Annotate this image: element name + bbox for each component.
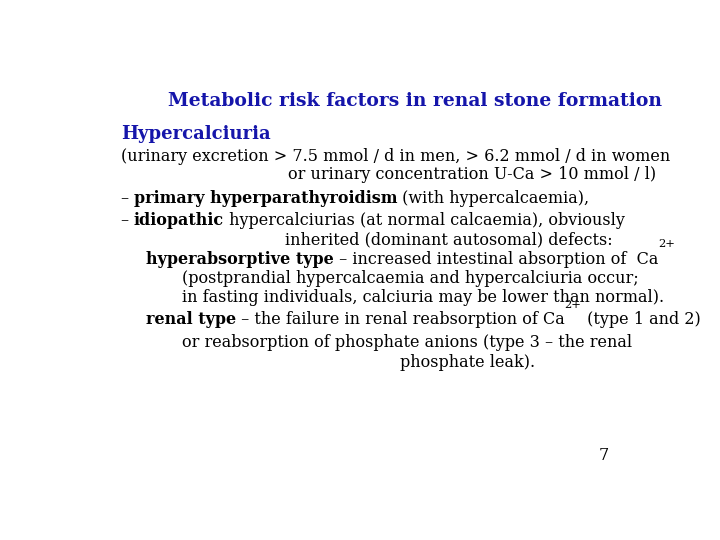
Text: 7: 7 [599,447,609,464]
Text: – increased intestinal absorption of  Ca: – increased intestinal absorption of Ca [333,251,658,268]
Text: renal type: renal type [145,312,236,328]
Text: –: – [121,190,134,206]
Text: hypercalciurias (at normal calcaemia), obviously: hypercalciurias (at normal calcaemia), o… [224,212,625,230]
Text: hyperabsorptive type: hyperabsorptive type [145,251,333,268]
Text: (type 1 and 2): (type 1 and 2) [582,312,701,328]
Text: (postprandial hypercalcaemia and hypercalciuria occur;: (postprandial hypercalcaemia and hyperca… [182,270,639,287]
Text: primary hyperparathyroidism: primary hyperparathyroidism [134,190,397,206]
Text: 2+: 2+ [564,300,582,310]
Text: in fasting individuals, calciuria may be lower than normal).: in fasting individuals, calciuria may be… [182,289,664,306]
Text: (urinary excretion > 7.5 mmol / d in men, > 6.2 mmol / d in women: (urinary excretion > 7.5 mmol / d in men… [121,148,670,165]
Text: (with hypercalcaemia),: (with hypercalcaemia), [397,190,590,206]
Text: inherited (dominant autosomal) defects:: inherited (dominant autosomal) defects: [285,231,613,248]
Text: or reabsorption of phosphate anions (type 3 – the renal: or reabsorption of phosphate anions (typ… [182,334,632,351]
Text: phosphate leak).: phosphate leak). [400,354,535,371]
Text: Metabolic risk factors in renal stone formation: Metabolic risk factors in renal stone fo… [168,92,662,110]
Text: idiopathic: idiopathic [134,212,224,230]
Text: – the failure in renal reabsorption of Ca: – the failure in renal reabsorption of C… [236,312,564,328]
Text: 2+: 2+ [658,239,675,249]
Text: Hypercalciuria: Hypercalciuria [121,125,270,143]
Text: –: – [121,212,134,230]
Text: or urinary concentration U-Ca > 10 mmol / l): or urinary concentration U-Ca > 10 mmol … [288,166,656,183]
